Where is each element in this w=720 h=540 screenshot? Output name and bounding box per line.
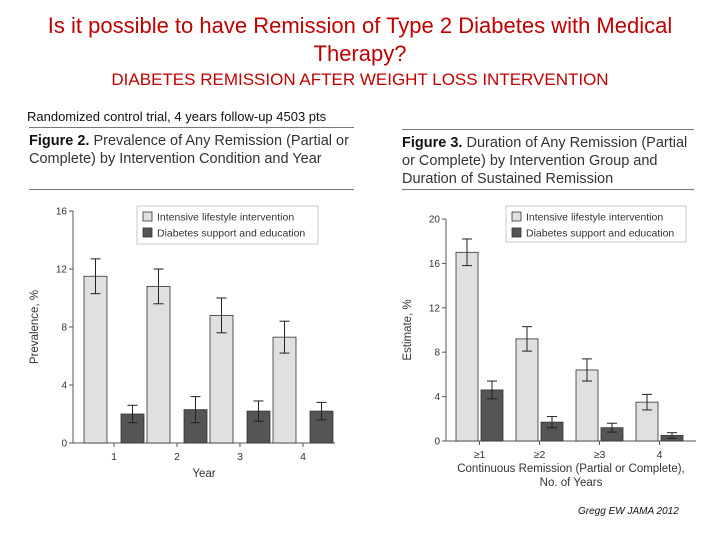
x-axis-label-line2: No. of Years: [540, 477, 603, 489]
chart2-legend-swatch-support: [511, 227, 522, 238]
chart2-bar-intensive-2: [515, 338, 539, 442]
chart2-category-label: ≥3: [594, 449, 606, 461]
chart1-category-label: 1: [111, 451, 117, 463]
chart2-legend-swatch-intensive: [511, 211, 522, 222]
chart2-y-axis-label: Estimate, %: [402, 299, 414, 360]
chart2-ytick-label: 16: [429, 259, 441, 270]
chart2-x-axis-label: Continuous Remission (Partial or Complet…: [457, 463, 685, 489]
chart2-category-label: ≥1: [474, 449, 486, 461]
chart1-legend-label-intensive: Intensive lifestyle intervention: [157, 212, 294, 224]
figure2-bottom-rule: [29, 189, 354, 190]
chart1-ytick-label: 0: [61, 439, 67, 450]
chart2-bar-intensive-1: [455, 251, 479, 442]
chart1-legend-swatch-intensive: [142, 211, 153, 222]
figure3-label: Figure 3.: [402, 135, 463, 151]
figure2-caption: Figure 2. Prevalence of Any Remission (P…: [29, 132, 359, 168]
slide-subtitle: DIABETES REMISSION AFTER WEIGHT LOSS INT…: [111, 70, 609, 89]
chart1-ytick-label: 12: [56, 265, 68, 276]
chart2-ytick-label: 0: [434, 437, 440, 448]
chart2-legend-box: [505, 205, 687, 243]
chart1-x-axis-label: Year: [192, 468, 215, 480]
chart1-ytick-label: 16: [56, 207, 68, 218]
chart1-ytick-label: 4: [61, 381, 67, 392]
chart2-legend-label-intensive: Intensive lifestyle intervention: [526, 212, 663, 224]
chart1-legend-label-support: Diabetes support and education: [157, 228, 305, 240]
chart1-category-label: 4: [300, 451, 306, 463]
chart2-ytick-label: 20: [429, 215, 441, 226]
chart1-category-label: 2: [174, 451, 180, 463]
slide-title: Is it possible to have Remission of Type…: [47, 13, 673, 66]
chart1-y-axis-label: Prevalence, %: [29, 290, 41, 364]
chart2-ytick-label: 4: [434, 392, 440, 403]
chart1-legend-swatch-support: [142, 227, 153, 238]
chart1-ytick-label: 8: [61, 323, 67, 334]
x-axis-label-line1: Continuous Remission (Partial or Complet…: [457, 463, 685, 475]
figure3-top-rule: [402, 129, 694, 130]
chart2-legend-label-support: Diabetes support and education: [526, 228, 674, 240]
trial-note: Randomized control trial, 4 years follow…: [27, 109, 327, 124]
figure2-top-rule: [29, 127, 354, 128]
figure3-caption-text: Duration of Any Remission (Partial or Co…: [402, 135, 688, 187]
chart1-legend-box: [136, 205, 319, 245]
chart2-ytick-label: 12: [429, 303, 441, 314]
chart1-bar-intensive-2: [146, 285, 171, 444]
figure3-bottom-rule: [402, 189, 694, 190]
chart1-bar-intensive-3: [209, 314, 234, 444]
chart1-bar-intensive-1: [83, 275, 108, 444]
figure3-caption: Figure 3. Duration of Any Remission (Par…: [402, 134, 702, 188]
chart2-category-label: 4: [657, 449, 663, 461]
chart1-category-label: 3: [237, 451, 243, 463]
figure2-label: Figure 2.: [29, 133, 90, 149]
chart2-ytick-label: 8: [434, 348, 440, 359]
chart2-category-label: ≥2: [534, 449, 546, 461]
figure2-caption-text: Prevalence of Any Remission (Partial or …: [29, 133, 349, 167]
source-citation: Gregg EW JAMA 2012: [578, 506, 679, 517]
